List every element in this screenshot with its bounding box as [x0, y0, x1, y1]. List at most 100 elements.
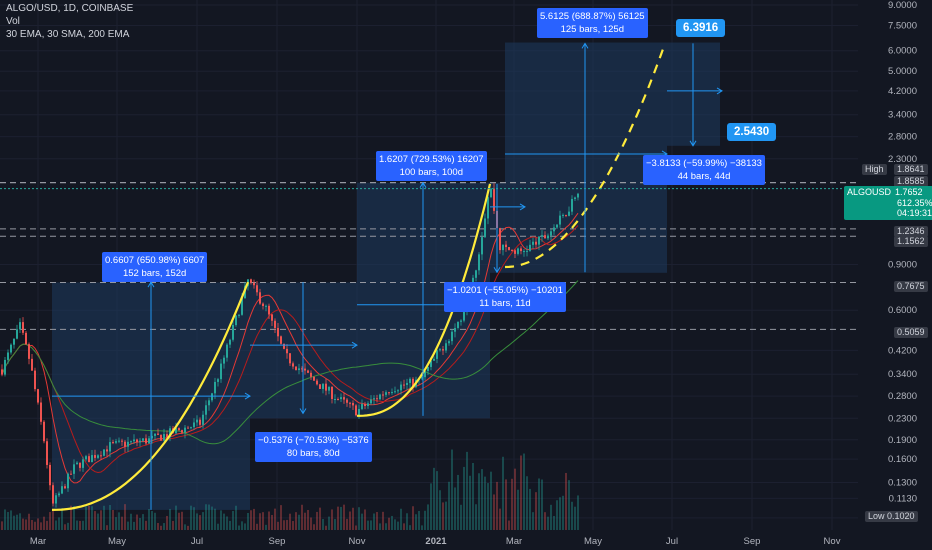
volume-bar-150	[451, 449, 453, 530]
range-label-5[interactable]: 5.6125 (688.87%) 56125 125 bars, 125d	[537, 8, 648, 38]
volume-bar-123	[370, 520, 372, 530]
volume-bar-58	[175, 505, 177, 530]
volume-bar-47	[142, 514, 144, 530]
range-label-2[interactable]: −0.5376 (−70.53%) −5376 80 bars, 80d	[255, 432, 372, 462]
x-tick-label-0: Mar	[30, 536, 46, 547]
candle-body-30	[91, 455, 93, 463]
candle-body-164	[493, 188, 495, 211]
candle-body-187	[562, 214, 564, 216]
volume-bar-114	[343, 504, 345, 530]
volume-bar-68	[205, 504, 207, 530]
high-value-tag: 1.8641	[894, 164, 928, 175]
candle-body-191	[574, 197, 576, 199]
volume-bar-108	[325, 525, 327, 530]
volume-bar-155	[466, 451, 468, 530]
high-tag-label: High	[865, 164, 884, 174]
volume-bar-166	[499, 508, 501, 530]
volume-bar-169	[508, 520, 510, 530]
volume-bar-97	[292, 521, 294, 530]
candle-body-131	[394, 391, 396, 393]
volume-bar-189	[568, 480, 570, 530]
volume-bar-51	[154, 512, 156, 530]
candle-body-129	[388, 392, 390, 394]
volume-bar-190	[571, 501, 573, 530]
volume-bar-56	[169, 508, 171, 530]
candle-body-146	[439, 349, 441, 351]
candle-body-49	[148, 438, 150, 444]
volume-bar-142	[427, 504, 429, 530]
high2-value-tag: 1.8585	[894, 176, 928, 187]
x-axis: Mar May Jul Sep Nov 2021 Mar May Jul Sep Nov	[30, 536, 841, 547]
current-symbol: ALGOUSD	[847, 187, 892, 197]
candle-body-101	[304, 368, 306, 371]
volume-bar-80	[241, 521, 243, 530]
volume-bar-182	[547, 516, 549, 530]
volume-bar-55	[166, 515, 168, 530]
x-tick-label-8: Jul	[666, 536, 678, 547]
candle-body-56	[169, 428, 171, 438]
volume-bar-101	[304, 512, 306, 530]
candle-body-79	[238, 314, 240, 316]
volume-bars	[1, 449, 579, 530]
candle-body-34	[103, 449, 105, 456]
volume-bar-70	[211, 506, 213, 530]
volume-bar-60	[181, 511, 183, 530]
volume-bar-85	[256, 523, 258, 530]
candle-body-45	[136, 439, 138, 443]
range-label-3[interactable]: 1.6207 (729.53%) 16207 100 bars, 100d	[376, 151, 487, 181]
current-symbol-row: ALGOUSD 1.7652	[847, 187, 932, 198]
volume-bar-186	[559, 497, 561, 530]
volume-bar-11	[34, 521, 36, 530]
target-callout-6-3916[interactable]: 6.3916	[676, 19, 726, 37]
high2-value: 1.8585	[897, 176, 925, 186]
volume-bar-176	[529, 488, 531, 530]
range-label-4[interactable]: −1.0201 (−55.05%) −10201 11 bars, 11d	[444, 282, 566, 312]
range-label-2-line1: −0.5376 (−70.53%) −5376	[258, 435, 369, 446]
volume-bar-99	[298, 514, 300, 530]
candle-body-20	[61, 486, 63, 494]
volume-bar-53	[160, 525, 162, 530]
symbol-line[interactable]: ALGO/USD, 1D, COINBASE	[6, 3, 134, 14]
candle-body-150	[451, 331, 453, 342]
volume-bar-172	[517, 489, 519, 530]
x-tick-label-3: Sep	[269, 536, 286, 547]
range-label-1[interactable]: 0.6607 (650.98%) 6607 152 bars, 152d	[102, 252, 208, 282]
range-label-6[interactable]: −3.8133 (−59.99%) −38133 44 bars, 44d	[643, 155, 765, 185]
candle-body-42	[127, 441, 129, 447]
candle-body-154	[463, 310, 465, 321]
candle-body-123	[370, 399, 372, 404]
candle-body-36	[109, 442, 111, 452]
candle-body-63	[190, 427, 192, 429]
level-1-1562: 1.1562	[897, 236, 925, 246]
y-tick-label-18: 0.3400	[888, 369, 917, 380]
candle-body-48	[145, 438, 147, 444]
volume-bar-3	[10, 510, 12, 530]
range-label-4-line1: −1.0201 (−55.05%) −10201	[447, 285, 563, 296]
y-tick-label-23: 0.1300	[888, 478, 917, 489]
candle-body-115	[346, 399, 348, 403]
candles	[1, 183, 579, 508]
candle-body-58	[175, 428, 177, 434]
indicators-label[interactable]: 30 EMA, 30 SMA, 200 EMA	[6, 29, 130, 40]
volume-bar-152	[457, 474, 459, 530]
candle-body-46	[139, 440, 141, 443]
candle-body-11	[34, 370, 36, 390]
volume-bar-57	[172, 520, 174, 530]
candle-body-6	[19, 322, 21, 330]
low-tag: Low 0.1020	[865, 511, 918, 522]
candle-body-22	[67, 473, 69, 489]
volume-label[interactable]: Vol	[6, 16, 20, 27]
volume-bar-148	[445, 501, 447, 530]
volume-bar-77	[232, 510, 234, 530]
candle-body-114	[343, 397, 345, 400]
volume-bar-29	[88, 505, 90, 530]
candle-body-71	[214, 381, 216, 394]
candle-body-89	[268, 305, 270, 315]
volume-bar-91	[274, 508, 276, 530]
candle-body-38	[115, 441, 117, 443]
target-callout-2-5430[interactable]: 2.5430	[727, 123, 777, 141]
volume-bar-23	[70, 505, 72, 530]
volume-bar-143	[430, 483, 432, 530]
volume-bar-49	[148, 508, 150, 530]
